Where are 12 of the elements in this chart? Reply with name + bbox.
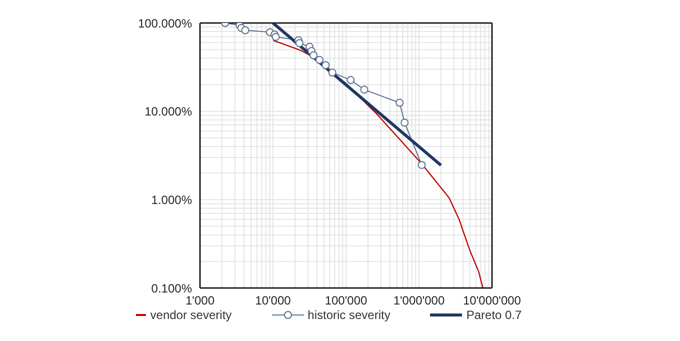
x-tick-label: 1'000 — [186, 294, 215, 308]
y-tick-label: 100.000% — [138, 16, 192, 30]
legend-label: historic severity — [308, 308, 390, 322]
y-tick-label: 1.000% — [151, 192, 192, 207]
x-tick-label: 100'000 — [324, 294, 368, 308]
x-tick-label: 10'000'000 — [463, 294, 522, 308]
legend-label: Pareto 0.7 — [466, 308, 522, 322]
y-tick-label: 0.100% — [151, 281, 192, 296]
x-tick-label: 10'000 — [255, 294, 292, 308]
x-tick-label: 1'000'000 — [393, 294, 445, 308]
legend-label: vendor severity — [150, 308, 232, 322]
y-tick-label: 10.000% — [144, 104, 192, 119]
